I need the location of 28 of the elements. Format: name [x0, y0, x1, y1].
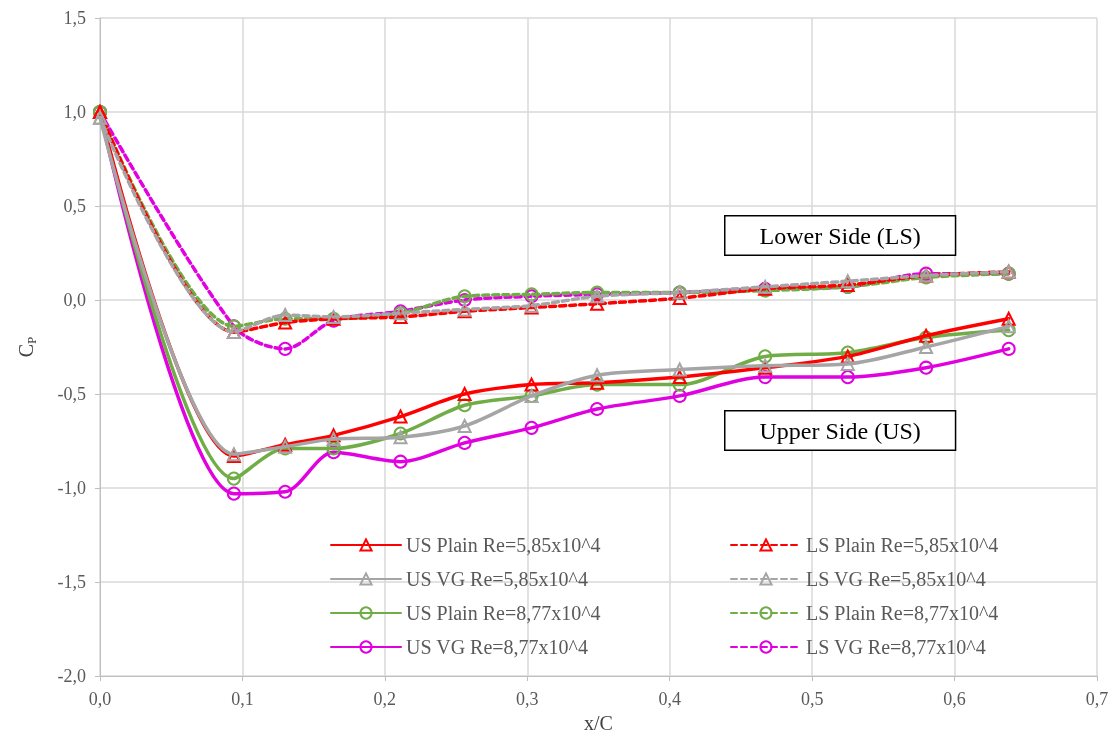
y-tick-label: -0,5	[57, 384, 86, 404]
y-tick-label: 0,5	[63, 196, 86, 216]
legend-label: LS Plain Re=8,77x10^4	[806, 602, 999, 624]
annotation: Lower Side (LS)	[759, 222, 921, 249]
x-tick-label: 0,2	[373, 689, 397, 709]
y-tick-label: 1,5	[63, 8, 86, 28]
legend-label: LS VG Re=8,77x10^4	[806, 636, 986, 658]
y-tick-label: 0,0	[63, 290, 86, 310]
y-tick-label: -1,0	[57, 478, 86, 498]
legend-label: LS Plain Re=5,85x10^4	[806, 534, 999, 556]
x-tick-label: 0,0	[88, 689, 112, 709]
x-tick-label: 0,4	[658, 689, 681, 709]
x-tick-label: 0,5	[800, 689, 824, 709]
legend-label: US VG Re=5,85x10^4	[406, 568, 588, 590]
legend-label: US VG Re=8,77x10^4	[406, 636, 588, 658]
legend-label: LS VG Re=5,85x10^4	[806, 568, 986, 590]
x-axis-title: x/C	[584, 711, 613, 734]
x-tick-label: 0,3	[516, 689, 539, 709]
y-tick-label: 1,0	[63, 102, 86, 122]
legend-label: US Plain Re=8,77x10^4	[406, 602, 601, 624]
y-tick-label: -2,0	[57, 666, 86, 686]
x-tick-label: 0,7	[1085, 689, 1109, 709]
x-tick-label: 0,6	[943, 689, 966, 709]
y-axis-title: CP	[14, 336, 39, 358]
y-tick-label: -1,5	[57, 572, 86, 592]
legend-label: US Plain Re=5,85x10^4	[406, 534, 601, 556]
x-tick-label: 0,1	[231, 689, 254, 709]
annotation: Upper Side (US)	[759, 417, 921, 444]
